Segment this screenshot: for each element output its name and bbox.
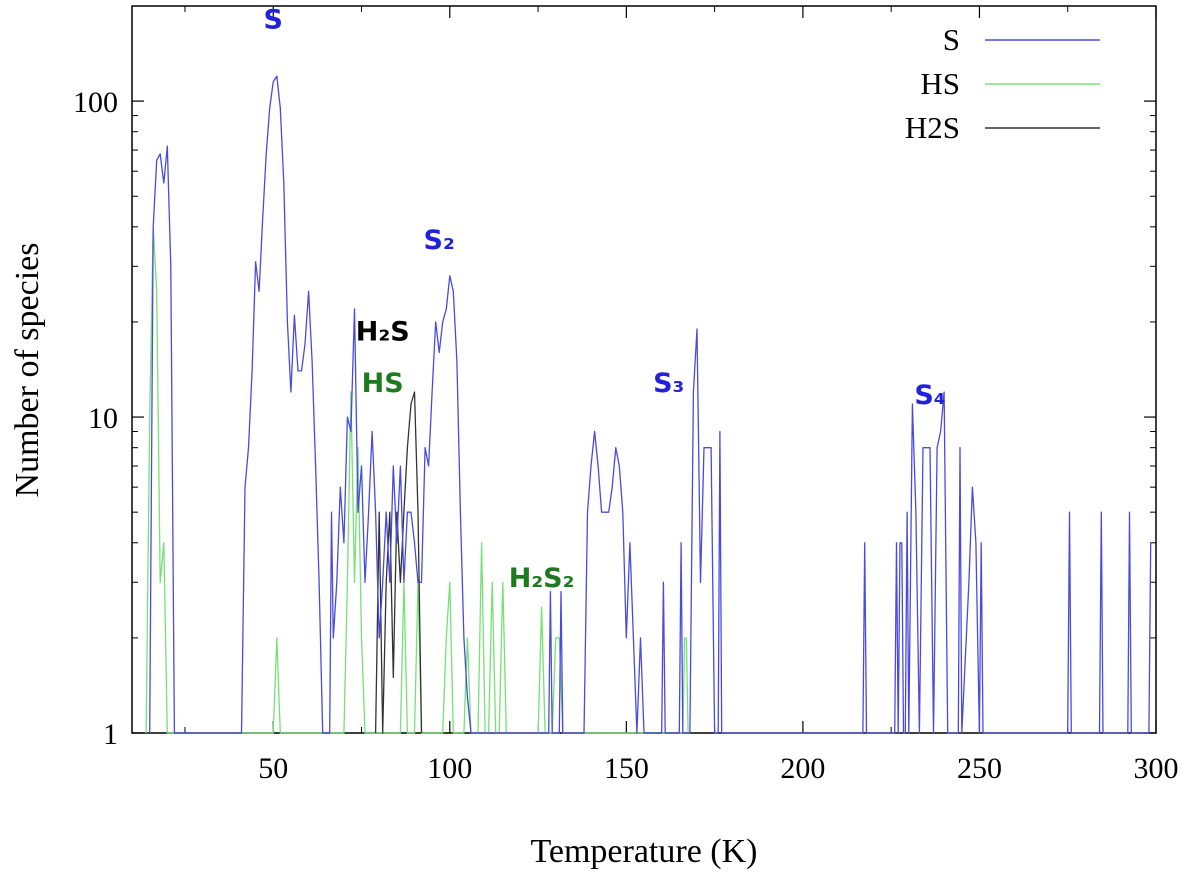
annotation-label: S₂ — [424, 225, 455, 256]
annotation-label: H₂S — [356, 316, 410, 347]
legend: S HS H2S — [905, 22, 1100, 145]
legend-label: S — [943, 22, 960, 57]
x-tick-label: 200 — [780, 752, 825, 785]
series-line-h2s — [374, 391, 423, 734]
x-tick-label: 150 — [604, 752, 649, 785]
legend-label: HS — [920, 66, 960, 101]
x-tick-label: 300 — [1134, 752, 1179, 785]
y-tick-label: 1 — [103, 718, 118, 751]
x-tick-label: 100 — [427, 752, 472, 785]
annotation-label: S — [264, 4, 283, 35]
plot-frame — [131, 5, 1157, 734]
y-tick-label: 10 — [88, 402, 118, 435]
annotation-label: S₃ — [653, 368, 684, 399]
series-line-s — [149, 75, 1153, 734]
tick-labels: 50 100 150 200 250 300 1 10 100 — [73, 86, 1179, 785]
axis-ticks — [132, 5, 1157, 734]
x-axis-title: Temperature (K) — [531, 833, 758, 870]
annotation-label: HS — [362, 368, 404, 399]
x-tick-label: 250 — [957, 752, 1002, 785]
annotation-layer: S S₂ H₂S HS S₃ S₄ H₂S₂ — [264, 4, 946, 594]
series-layer — [145, 75, 1153, 734]
y-tick-label: 100 — [73, 86, 118, 119]
y-axis-title: Number of species — [9, 243, 46, 498]
annotation-label: H₂S₂ — [509, 563, 575, 594]
x-tick-label: 50 — [258, 752, 288, 785]
series-line-hs — [145, 226, 689, 734]
annotation-label: S₄ — [914, 380, 945, 411]
legend-label: H2S — [905, 110, 960, 145]
